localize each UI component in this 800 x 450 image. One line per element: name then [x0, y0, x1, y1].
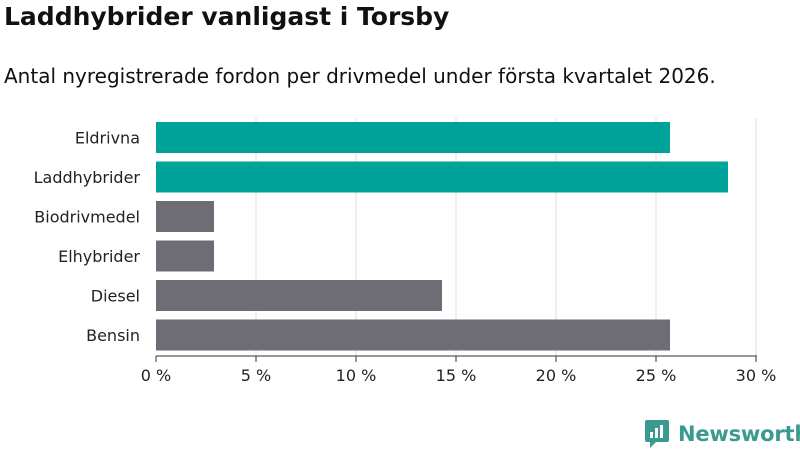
x-tick-label: 20 %: [536, 366, 577, 385]
category-label: Bensin: [86, 326, 140, 345]
x-tick-label: 15 %: [436, 366, 477, 385]
brand-name: Newsworthy: [678, 422, 800, 446]
chart-title: Laddhybrider vanligast i Torsby: [4, 2, 450, 31]
x-tick-label: 30 %: [736, 366, 777, 385]
category-label: Biodrivmedel: [34, 208, 140, 227]
chart-subtitle: Antal nyregistrerade fordon per drivmede…: [4, 64, 716, 88]
category-label: Laddhybrider: [34, 168, 141, 187]
bar-chart: Eldrivna Laddhybrider Biodrivmedel Elhybrid…: [34, 118, 777, 385]
bar: [156, 161, 728, 193]
bar: [156, 201, 214, 232]
category-label: Elhybrider: [58, 247, 140, 266]
category-label: Diesel: [91, 287, 140, 306]
x-tick-label: 0 %: [141, 366, 171, 385]
x-tick-label: 25 %: [636, 366, 677, 385]
bar: [156, 280, 442, 311]
newsworthy-logo-icon: [645, 420, 669, 448]
category-label: Eldrivna: [75, 129, 140, 148]
bar: [156, 122, 670, 153]
bar: [156, 319, 670, 351]
x-tick-label: 10 %: [336, 366, 377, 385]
brand-logo: Newsworthy: [644, 419, 800, 449]
x-tick-label: 5 %: [241, 366, 271, 385]
bar: [156, 240, 214, 272]
